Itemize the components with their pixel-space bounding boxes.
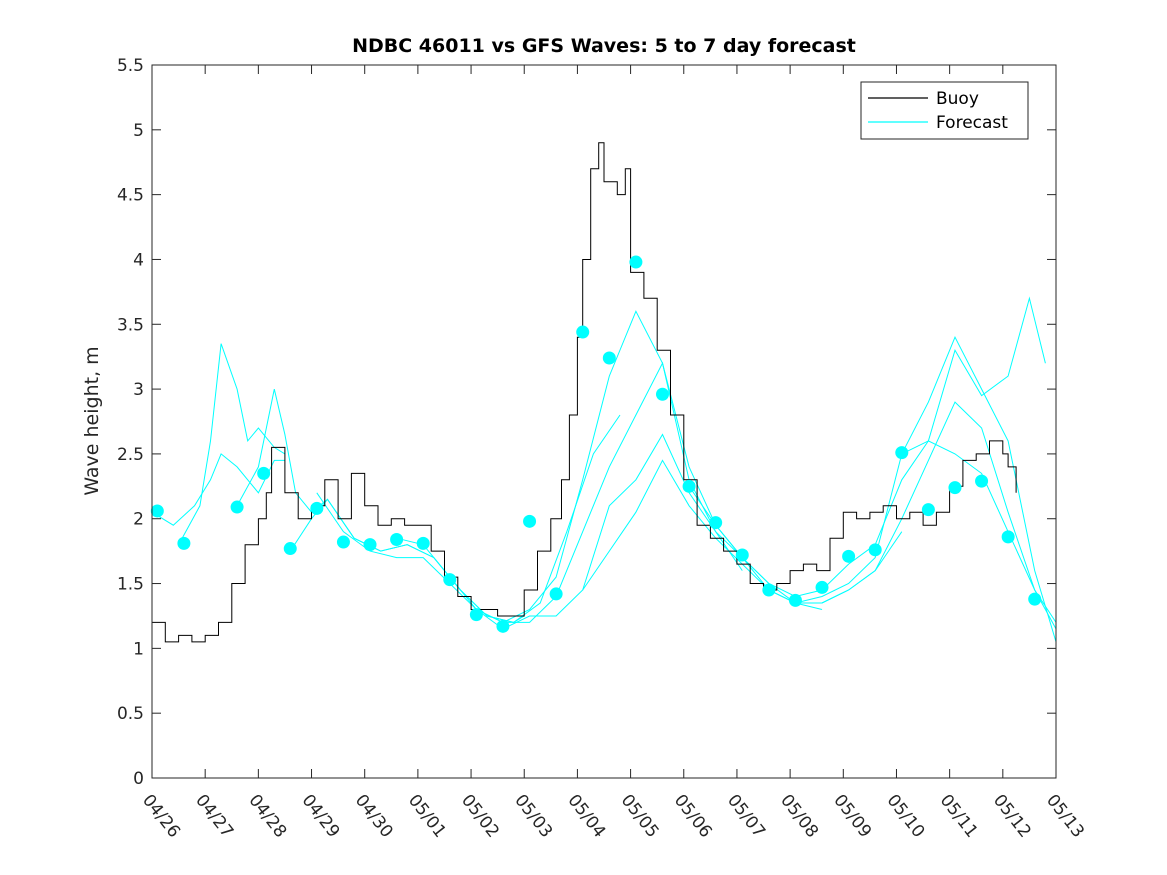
y-tick-label: 3 (133, 380, 144, 400)
y-tick-label: 2 (133, 510, 144, 530)
forecast-run-line (316, 310, 743, 623)
y-tick-label: 0 (133, 769, 144, 789)
forecast-point (629, 255, 643, 269)
forecast-point (1028, 592, 1042, 606)
forecast-point (443, 573, 457, 587)
forecast-run-line (582, 401, 1057, 623)
plot-area (152, 65, 1056, 778)
forecast-point (975, 474, 989, 488)
y-tick-label: 2.5 (117, 445, 144, 465)
forecast-point (788, 593, 802, 607)
y-tick-label: 1.5 (117, 575, 144, 595)
legend-box (860, 81, 1029, 140)
forecast-point (762, 583, 776, 597)
y-tick-label: 4 (133, 250, 144, 270)
forecast-point (230, 500, 244, 514)
y-tick-label: 5.5 (117, 56, 144, 76)
data-layer (150, 142, 1057, 643)
forecast-point (150, 504, 164, 518)
forecast-point (283, 542, 297, 556)
y-axis-label: Wave height, m (81, 346, 103, 495)
forecast-point (523, 514, 537, 528)
forecast-point (416, 536, 430, 550)
legend-buoy-label: Buoy (936, 89, 979, 109)
forecast-point (257, 466, 271, 480)
forecast-point (469, 608, 483, 622)
forecast-point (576, 325, 590, 339)
forecast-run-line (795, 336, 1057, 643)
forecast-point (549, 587, 563, 601)
legend-forecast-label: Forecast (936, 113, 1008, 133)
forecast-point (895, 446, 909, 460)
forecast-point (363, 538, 377, 552)
y-tick-label: 1 (133, 639, 144, 659)
forecast-point (496, 619, 510, 633)
forecast-point (948, 481, 962, 495)
y-tick-label: 5 (133, 121, 144, 141)
axes-box (151, 64, 1057, 779)
forecast-point (336, 535, 350, 549)
forecast-point (177, 536, 191, 550)
buoy-line (152, 142, 1017, 643)
y-tick-label: 0.5 (117, 704, 144, 724)
forecast-point (709, 516, 723, 530)
forecast-point (868, 543, 882, 557)
y-tick-label: 4.5 (117, 186, 144, 206)
forecast-point (1001, 530, 1015, 544)
forecast-run-line (178, 343, 286, 545)
forecast-point (735, 548, 749, 562)
y-tick-label: 3.5 (117, 315, 144, 335)
legend: Buoy Forecast (860, 81, 1029, 140)
forecast-point (602, 351, 616, 365)
forecast-point (921, 503, 935, 517)
forecast-run-line (901, 296, 1046, 455)
forecast-point (310, 501, 324, 515)
forecast-point (815, 580, 829, 594)
forecast-point (390, 532, 404, 546)
forecast-point (655, 387, 669, 401)
forecast-point (682, 479, 696, 493)
forecast-point (842, 549, 856, 563)
chart-title: NDBC 46011 vs GFS Waves: 5 to 7 day fore… (352, 35, 856, 57)
